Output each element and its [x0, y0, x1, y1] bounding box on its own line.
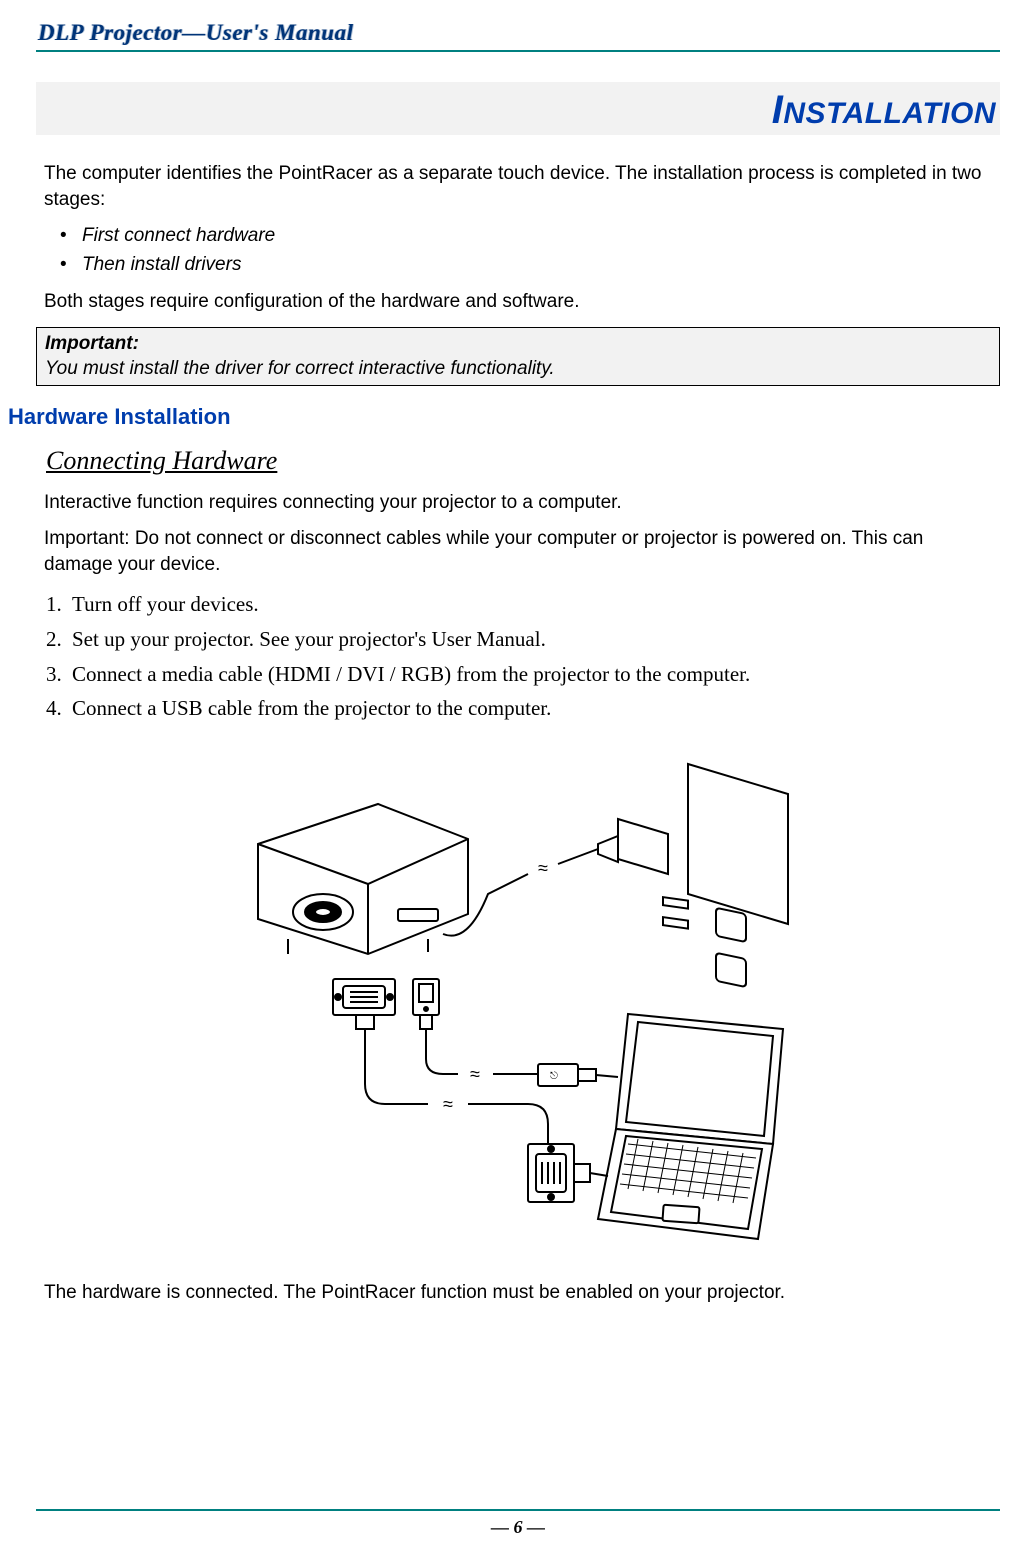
step-item: Set up your projector. See your projecto… — [72, 622, 992, 657]
footer-rule — [36, 1509, 1000, 1511]
important-text: You must install the driver for correct … — [45, 358, 555, 379]
usb-connector-left — [413, 979, 439, 1029]
section-banner: INSTALLATION — [36, 82, 1000, 135]
svg-text:≈: ≈ — [470, 1064, 480, 1084]
hw-para-1: Interactive function requires connecting… — [44, 490, 992, 516]
step-item: Connect a media cable (HDMI / DVI / RGB)… — [72, 657, 992, 692]
banner-rest: NSTALLATION — [783, 97, 996, 130]
hw-steps: Turn off your devices. Set up your proje… — [44, 587, 992, 726]
content: The computer identifies the PointRacer a… — [36, 161, 1000, 1305]
wall-outlet-icon — [688, 764, 788, 987]
projector-icon — [258, 804, 468, 954]
vga-plug-right — [528, 1144, 590, 1202]
h3-connecting-hardware: Connecting Hardware — [46, 446, 992, 476]
step-item: Connect a USB cable from the projector t… — [72, 691, 992, 726]
vga-connector-left — [333, 979, 395, 1029]
footer: — 6 — — [36, 1509, 1000, 1538]
page-number: — 6 — — [36, 1517, 1000, 1538]
vga-to-laptop-cable — [590, 1173, 608, 1176]
svg-text:⎋: ⎋ — [550, 1071, 558, 1082]
svg-text:≈: ≈ — [538, 858, 548, 878]
intro-closing: Both stages require configuration of the… — [44, 289, 992, 315]
laptop-icon — [598, 1014, 783, 1239]
usb-plug-icon: ⎋ — [538, 1064, 596, 1086]
section-banner-text: INSTALLATION — [772, 97, 996, 130]
h2-hardware-installation: Hardware Installation — [8, 404, 992, 430]
bullet-item: Then install drivers — [82, 251, 992, 280]
important-note-box: Important: You must install the driver f… — [36, 327, 1000, 386]
hw-para-2: Important: Do not connect or disconnect … — [44, 526, 992, 577]
bullet-item: First connect hardware — [82, 222, 992, 251]
step-item: Turn off your devices. — [72, 587, 992, 622]
doc-header-title: DLP Projector—User's Manual — [38, 20, 1000, 46]
power-plug-icon — [598, 819, 688, 929]
intro-bullets: First connect hardware Then install driv… — [44, 222, 992, 279]
connection-diagram-container: ≈ — [44, 744, 992, 1250]
cables-mid: ≈ ≈ — [365, 1029, 548, 1144]
usb-to-laptop-cable — [596, 1075, 618, 1077]
svg-text:≈: ≈ — [443, 1094, 453, 1114]
banner-first-letter: I — [772, 88, 784, 132]
connection-diagram: ≈ — [228, 744, 808, 1244]
header-rule — [36, 50, 1000, 52]
hw-post-para: The hardware is connected. The PointRace… — [44, 1280, 992, 1306]
important-label: Important: — [45, 333, 139, 354]
intro-para: The computer identifies the PointRacer a… — [44, 161, 992, 212]
